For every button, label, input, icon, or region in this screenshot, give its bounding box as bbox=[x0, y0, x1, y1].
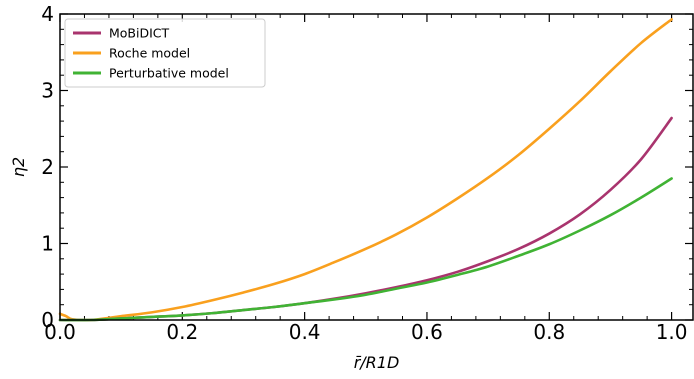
x-axis-label: r̄/R1D bbox=[354, 353, 400, 372]
ticks-layer: 0.0 0.2 0.4 0.6 0.8 1.0 0 1 2 3 4 bbox=[41, 2, 693, 344]
legend-label: Perturbative model bbox=[109, 66, 229, 81]
x-tick-label: 0.2 bbox=[166, 320, 198, 344]
x-tick-label: 0.6 bbox=[411, 320, 443, 344]
legend: MoBiDICT Roche model Perturbative model bbox=[64, 18, 266, 88]
legend-box bbox=[64, 18, 266, 88]
legend-label: MoBiDICT bbox=[109, 26, 170, 41]
plot-frame bbox=[59, 13, 694, 321]
y-tick-label: 1 bbox=[41, 232, 54, 256]
y-tick-label: 3 bbox=[41, 79, 54, 103]
series-line-mobidict bbox=[58, 116, 673, 322]
y-tick-label: 4 bbox=[41, 2, 54, 26]
y-axis-label: η2 bbox=[9, 157, 28, 177]
legend-label: Roche model bbox=[109, 46, 190, 61]
y-tick-label: 0 bbox=[41, 308, 54, 332]
y-tick-label: 2 bbox=[41, 155, 54, 179]
x-tick-label: 1.0 bbox=[656, 320, 688, 344]
series-line-perturbative-model bbox=[58, 177, 673, 322]
series-line-roche-model bbox=[58, 18, 673, 322]
x-tick-label: 0.8 bbox=[533, 320, 565, 344]
x-tick-label: 0.4 bbox=[289, 320, 321, 344]
series-layer bbox=[58, 18, 673, 322]
x-tick-label: 0.0 bbox=[44, 320, 76, 344]
